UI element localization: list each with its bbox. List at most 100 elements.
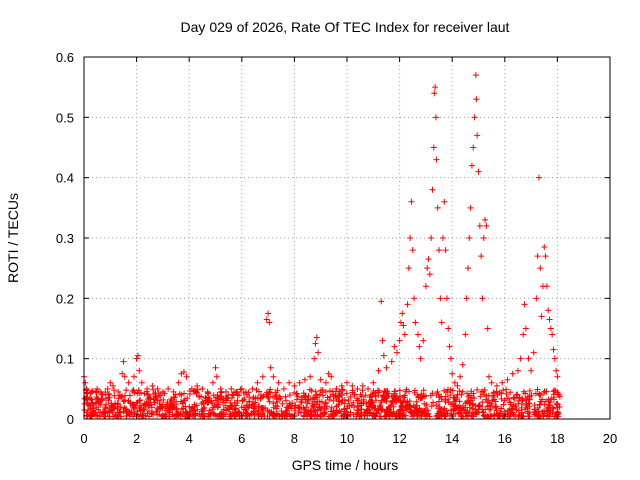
baseline-point [156,392,163,399]
baseline-point [296,404,303,411]
baseline-point [435,391,442,398]
baseline-point [199,408,206,415]
data-point [107,379,114,386]
baseline-point [127,400,134,407]
baseline-point [410,410,417,417]
y-tick-label: 0.1 [56,352,74,367]
baseline-point [223,395,230,402]
baseline-point [268,409,275,416]
data-point [399,310,406,317]
baseline-point [186,408,193,415]
baseline-point [102,408,109,415]
data-point [463,295,470,302]
baseline-point [111,405,118,412]
baseline-point [366,406,373,413]
baseline-point [330,397,337,404]
baseline-point [291,404,298,411]
baseline-point [466,409,473,416]
baseline-point [531,408,538,415]
baseline-point [136,397,143,404]
baseline-point [97,409,104,416]
baseline-point [484,413,491,420]
data-point [375,367,382,374]
baseline-point [531,402,538,409]
baseline-point [214,401,221,408]
baseline-point [319,389,326,396]
baseline-point [235,408,242,415]
data-point [338,382,345,389]
baseline-point [87,390,94,397]
data-point [291,382,298,389]
y-tick-label: 0.3 [56,231,74,246]
baseline-point [97,401,104,408]
data-point [401,331,408,338]
baseline-point [428,403,435,410]
baseline-point [112,412,119,419]
data-point [416,343,423,350]
data-point [301,376,308,383]
baseline-point [330,407,337,414]
baseline-point [193,402,200,409]
baseline-point [260,393,267,400]
baseline-point [324,394,331,401]
baseline-point [503,386,510,393]
baseline-point [467,397,474,404]
y-tick-label: 0.5 [56,110,74,125]
data-point [400,322,407,329]
baseline-point [87,405,94,412]
data-point [439,235,446,241]
data-point [554,373,561,380]
baseline-point [509,405,516,412]
data-point [484,325,491,332]
baseline-point [421,400,428,407]
data-point [429,186,436,193]
baseline-point [146,394,153,401]
baseline-point [301,406,308,413]
baseline-point [278,408,285,415]
baseline-point [511,395,518,402]
baseline-point [84,407,91,414]
baseline-point [339,387,346,394]
data-point [354,385,361,392]
data-point [528,367,535,374]
baseline-point [536,392,543,399]
baseline-point [522,402,529,409]
baseline-point [144,391,151,398]
baseline-point [282,393,289,400]
data-point [83,385,90,392]
data-point [322,379,329,386]
baseline-point [458,391,465,398]
baseline-point [418,390,425,397]
baseline-point [134,390,141,397]
x-tick-label: 16 [498,431,512,446]
data-point [451,379,458,386]
data-point [499,379,506,386]
baseline-point [200,400,207,407]
baseline-point [120,408,127,415]
data-point [424,265,431,272]
baseline-point [526,387,533,394]
baseline-point [493,410,500,417]
baseline-point [130,387,137,394]
data-point [333,385,340,392]
baseline-point [456,388,463,395]
baseline-point [205,399,212,406]
baseline-point [333,407,340,414]
x-tick-label: 12 [392,431,406,446]
baseline-point [304,412,311,419]
baseline-point [436,403,443,410]
baseline-point [485,402,492,409]
data-point [443,295,450,302]
baseline-point [108,407,115,414]
baseline-point [286,391,293,398]
data-point [180,368,187,375]
baseline-point [459,388,466,395]
baseline-point [270,404,277,411]
baseline-point [420,387,427,394]
baseline-point [328,404,335,411]
data-point [537,265,544,272]
baseline-point [324,403,331,410]
baseline-point [154,406,161,413]
baseline-point [354,397,361,404]
baseline-point [242,406,249,413]
